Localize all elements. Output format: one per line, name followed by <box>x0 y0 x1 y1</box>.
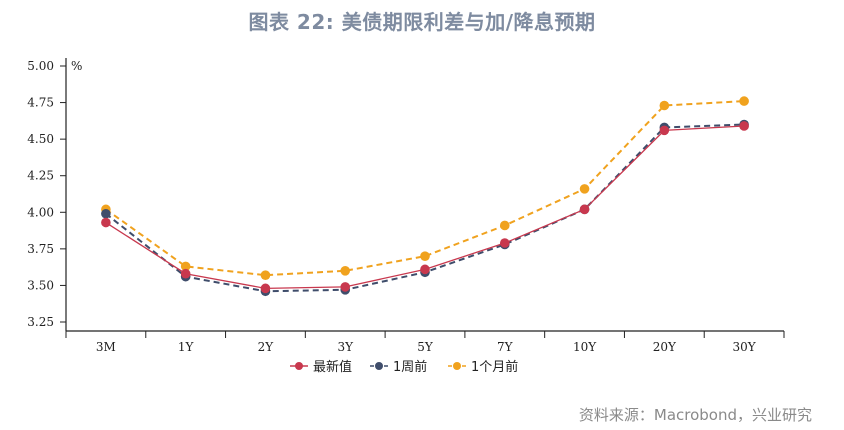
data-point <box>101 217 111 228</box>
data-point <box>420 264 430 275</box>
data-point <box>499 220 510 231</box>
x-tick-label: 3M <box>96 340 116 354</box>
y-tick-label: 5.00 <box>27 59 54 73</box>
data-point <box>420 251 430 261</box>
x-tick-label: 7Y <box>497 340 514 354</box>
data-point <box>180 268 191 279</box>
legend: 最新值 1周前 1个月前 <box>290 359 518 375</box>
data-point <box>739 96 749 106</box>
y-tick-label: 3.25 <box>27 315 54 329</box>
x-tick-label: 10Y <box>573 340 597 354</box>
x-tick-label: 2Y <box>258 340 275 354</box>
data-point <box>579 184 590 194</box>
data-point <box>739 121 749 131</box>
data-point <box>180 261 191 272</box>
series-line-2 <box>105 100 745 277</box>
legend-marker <box>453 362 461 370</box>
legend-marker <box>295 362 303 370</box>
series-lines <box>101 96 749 297</box>
chart-title: 图表 22: 美债期限利差与加/降息预期 <box>248 10 596 34</box>
legend-label: 1周前 <box>393 359 427 375</box>
data-point <box>659 100 670 111</box>
data-point <box>260 283 271 294</box>
axes: 5.00 4.75 4.50 4.25 4.00 3.75 3.50 3.25% 3M 1Y 2Y 3… <box>27 58 785 354</box>
data-point <box>101 208 111 219</box>
source-note: 资料来源：Macrobond，兴业研究 <box>578 406 812 424</box>
data-point <box>579 204 590 215</box>
line-chart: 5.00 4.75 4.50 4.25 4.00 3.75 3.50 3.25% 3M 1Y 2Y 3… <box>27 58 785 375</box>
data-point <box>260 270 271 280</box>
legend-label: 1个月前 <box>471 359 518 375</box>
x-tick-label: 3Y <box>337 340 354 354</box>
data-point <box>340 266 351 276</box>
legend-label: 最新值 <box>313 359 352 375</box>
x-tick-label: 5Y <box>417 340 434 354</box>
y-tick-label: 3.50 <box>27 278 54 292</box>
y-tick-label: 4.00 <box>27 205 54 219</box>
x-tick-label: 20Y <box>653 340 677 354</box>
y-tick-label: 4.25 <box>27 169 54 183</box>
y-unit-label: % <box>71 59 82 73</box>
x-tick-label: 1Y <box>178 340 195 354</box>
data-point <box>499 238 510 248</box>
data-point <box>340 282 351 292</box>
y-tick-label: 4.50 <box>27 132 54 146</box>
legend-marker <box>375 362 383 370</box>
y-tick-label: 4.75 <box>27 96 54 110</box>
data-point <box>659 125 670 136</box>
series-line-0 <box>105 125 745 290</box>
x-tick-label: 30Y <box>733 340 757 354</box>
y-tick-label: 3.75 <box>27 242 54 256</box>
